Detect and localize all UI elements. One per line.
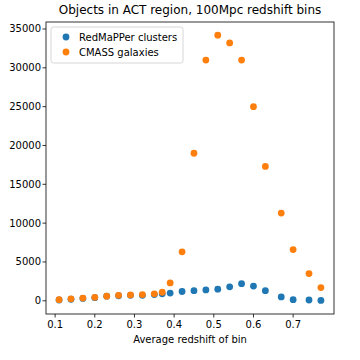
point [91,294,98,301]
point [191,287,198,294]
x-tick [94,314,95,318]
x-tick [293,314,294,318]
x-tick [253,314,254,318]
point [226,40,233,47]
x-tick-label: 0.4 [166,319,182,330]
point [202,57,209,64]
point [306,270,313,277]
point [179,288,186,295]
point [127,292,134,299]
point [139,291,146,298]
point [318,284,325,291]
point [159,289,166,296]
point [290,296,297,303]
point [278,210,285,217]
point [139,292,146,299]
legend: RedMaPPer clusters CMASS galaxies [51,27,183,63]
x-tick-label: 0.3 [127,319,143,330]
point [306,297,313,304]
x-tick-label: 0.1 [47,319,63,330]
y-tick [43,300,47,301]
y-tick-label: 35000 [9,23,41,34]
y-tick [43,28,47,29]
x-tick [134,314,135,318]
point [318,297,325,304]
chart: Objects in ACT region, 100Mpc redshift b… [0,0,360,360]
legend-marker [63,34,70,41]
y-tick [43,106,47,107]
legend-box [51,27,183,63]
x-tick [174,314,175,318]
plot-area [56,32,325,304]
y-tick [43,223,47,224]
point [56,297,63,304]
point [68,295,75,302]
point [151,291,158,298]
y-tick [43,145,47,146]
x-tick-label: 0.7 [285,319,301,330]
y-tick-label: 30000 [9,62,41,73]
point [79,295,86,302]
point [115,292,122,299]
point [214,32,221,39]
point [214,286,221,293]
x-tick [213,314,214,318]
x-tick-label: 0.6 [246,319,262,330]
point [68,296,75,303]
legend-marker [63,49,70,56]
point [103,293,110,300]
y-tick-label: 15000 [9,179,41,190]
point [167,280,174,287]
legend-label: CMASS galaxies [79,47,159,58]
point [250,283,257,290]
point [91,294,98,301]
x-tick-label: 0.2 [87,319,103,330]
y-tick-label: 5000 [16,256,41,267]
series [56,280,325,303]
point [151,290,158,297]
point [179,248,186,255]
point [202,287,209,294]
chart-root: Objects in ACT region, 100Mpc redshift b… [0,0,360,360]
y-tick-label: 0 [35,295,41,306]
point [56,296,63,303]
plot-frame [46,22,334,314]
point [262,287,269,294]
y-tick [43,67,47,68]
series [56,32,325,303]
x-tick-label: 0.5 [206,319,222,330]
y-tick-label: 25000 [9,101,41,112]
point [238,280,245,287]
x-tick [55,314,56,318]
y-tick [43,261,47,262]
point [103,293,110,300]
point [238,57,245,64]
point [167,290,174,297]
point [290,246,297,253]
point [79,295,86,302]
point [115,292,122,299]
y-tick-label: 10000 [9,218,41,229]
point [127,292,134,299]
point [226,283,233,290]
point [250,103,257,110]
point [191,150,198,157]
point [278,294,285,301]
y-tick-label: 20000 [9,140,41,151]
y-tick [43,184,47,185]
legend-label: RedMaPPer clusters [79,32,177,43]
title: Objects in ACT region, 100Mpc redshift b… [59,3,322,17]
point [262,163,269,170]
x-axis-label: Average redshift of bin [133,334,247,345]
